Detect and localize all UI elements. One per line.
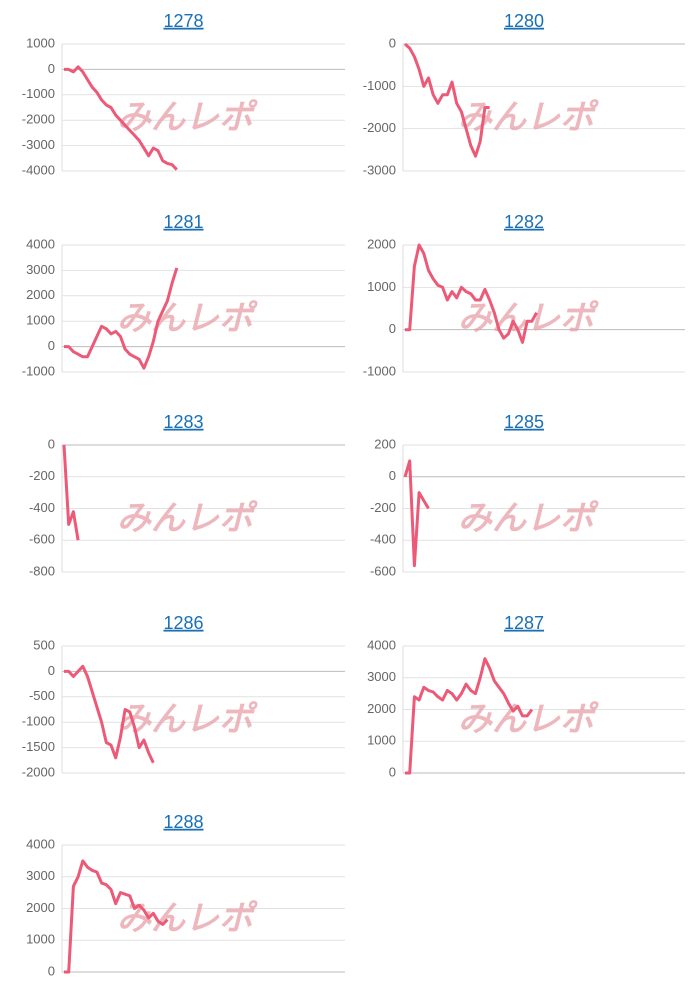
y-tick-label: 2000 <box>26 287 55 302</box>
y-tick-label: -1000 <box>363 78 396 93</box>
data-line <box>405 243 538 344</box>
y-tick-label: -500 <box>29 688 55 703</box>
y-tick-label: -2000 <box>363 120 396 135</box>
y-tick-label: 1000 <box>26 932 55 947</box>
data-line <box>64 65 178 171</box>
y-tick-label: -4000 <box>22 162 55 177</box>
y-tick-label: -1000 <box>22 363 55 378</box>
data-line <box>64 664 155 764</box>
y-tick-label: 0 <box>389 35 396 50</box>
y-tick-label: -2000 <box>22 112 55 127</box>
chart-title[interactable]: 1278 <box>163 11 203 31</box>
y-tick-label: -3000 <box>363 162 396 177</box>
y-tick-label: 0 <box>48 963 55 978</box>
y-tick-label: 3000 <box>367 669 396 684</box>
watermark: みんレポ <box>458 499 599 537</box>
chart-title[interactable]: 1282 <box>504 212 544 232</box>
data-line <box>405 657 534 775</box>
y-tick-label: -400 <box>29 500 55 515</box>
data-line <box>404 42 490 158</box>
y-tick-label: 1000 <box>367 733 396 748</box>
y-tick-label: -1000 <box>22 86 55 101</box>
y-tick-label: 1000 <box>26 35 55 50</box>
y-tick-label: -2000 <box>22 764 55 779</box>
y-tick-label: 0 <box>48 338 55 353</box>
watermark: みんレポ <box>458 299 599 337</box>
watermark: みんレポ <box>117 98 258 136</box>
y-tick-label: 0 <box>389 468 396 483</box>
y-tick-label: 2000 <box>367 701 396 716</box>
y-tick-label: 2000 <box>26 900 55 915</box>
y-tick-label: 1000 <box>26 313 55 328</box>
y-tick-label: 0 <box>389 764 396 779</box>
y-tick-label: -3000 <box>22 137 55 152</box>
data-line <box>62 444 80 541</box>
data-line <box>64 267 179 370</box>
y-tick-label: 4000 <box>367 637 396 652</box>
watermark: みんレポ <box>458 98 599 136</box>
y-tick-label: 0 <box>48 61 55 76</box>
chart-title[interactable]: 1280 <box>504 11 544 31</box>
y-tick-label: -800 <box>29 563 55 578</box>
y-tick-label: -1500 <box>22 739 55 754</box>
y-tick-label: 2000 <box>367 236 396 251</box>
data-line <box>64 859 169 974</box>
y-tick-label: 3000 <box>26 868 55 883</box>
y-tick-label: -200 <box>29 468 55 483</box>
y-tick-label: -400 <box>370 532 396 547</box>
chart-title[interactable]: 1288 <box>163 812 203 832</box>
watermark: みんレポ <box>117 700 258 738</box>
y-tick-label: 4000 <box>26 836 55 851</box>
chart-title[interactable]: 1285 <box>504 412 544 432</box>
y-tick-label: -600 <box>29 532 55 547</box>
y-tick-label: -200 <box>370 500 396 515</box>
y-tick-label: 200 <box>374 436 396 451</box>
chart-title[interactable]: 1286 <box>163 613 203 633</box>
y-tick-label: 500 <box>33 637 55 652</box>
y-tick-label: 0 <box>389 321 396 336</box>
watermark: みんレポ <box>458 700 599 738</box>
y-tick-label: 1000 <box>367 279 396 294</box>
y-tick-label: 0 <box>48 436 55 451</box>
chart-title[interactable]: 1283 <box>163 412 203 432</box>
data-line <box>403 459 430 568</box>
chart-title[interactable]: 1281 <box>163 212 203 232</box>
watermark: みんレポ <box>117 299 258 337</box>
y-tick-label: 4000 <box>26 236 55 251</box>
y-tick-label: -1000 <box>22 714 55 729</box>
y-tick-label: 3000 <box>26 262 55 277</box>
y-tick-label: -600 <box>370 563 396 578</box>
y-tick-label: -1000 <box>363 363 396 378</box>
y-tick-label: 0 <box>48 663 55 678</box>
chart-title[interactable]: 1287 <box>504 613 544 633</box>
watermark: みんレポ <box>117 499 258 537</box>
